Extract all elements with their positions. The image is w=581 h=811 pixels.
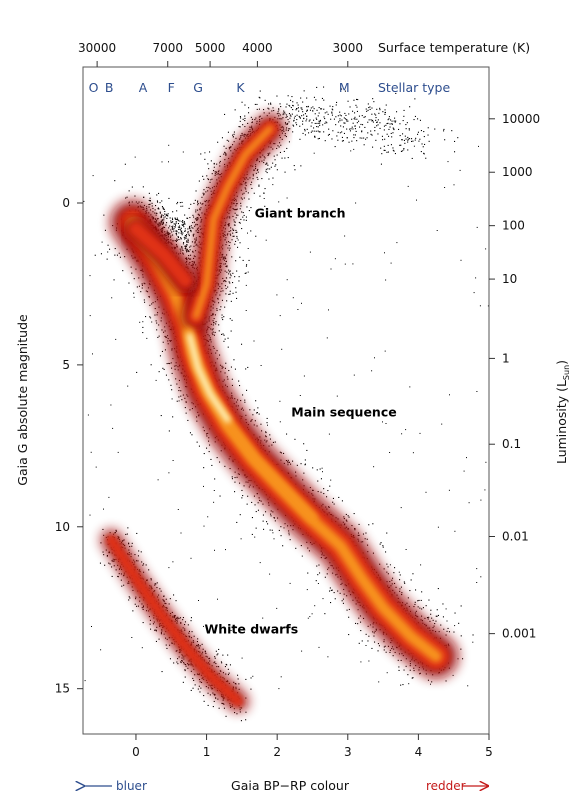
stellar-type-o: O <box>89 80 99 95</box>
y-tick-label: 15 <box>55 682 70 696</box>
x-tick-label: 2 <box>273 745 281 759</box>
luminosity-axis-title: Luminosity (LSun) <box>554 360 571 464</box>
luminosity-tick-label: 100 <box>502 219 525 233</box>
y-tick-label: 5 <box>62 358 70 372</box>
giant-branch-density <box>181 113 286 332</box>
red-clump-density <box>123 215 199 294</box>
stellar-type-k: K <box>236 80 245 95</box>
luminosity-tick-label: 0.01 <box>502 529 529 543</box>
luminosity-tick-label: 10 <box>502 272 517 286</box>
temperature-tick-label: 30000 <box>78 41 116 55</box>
bluer-label: bluer <box>116 779 147 793</box>
temperature-tick-label: 7000 <box>152 41 183 55</box>
luminosity-tick-label: 0.1 <box>502 437 521 451</box>
x-tick-label: 5 <box>485 745 493 759</box>
luminosity-tick-label: 10000 <box>502 112 540 126</box>
x-tick-label: 4 <box>415 745 423 759</box>
y-axis-ticks: 0 5 10 15 <box>55 196 83 696</box>
y-tick-label: 10 <box>55 520 70 534</box>
x-axis-title: Gaia BP−RP colour <box>231 778 350 793</box>
x-tick-label: 1 <box>203 745 211 759</box>
stellar-type-m: M <box>339 80 350 95</box>
stellar-type-f: F <box>168 80 175 95</box>
annotation-giant-branch: Giant branch <box>255 206 346 221</box>
y-tick-label: 0 <box>62 196 70 210</box>
luminosity-tick-label: 1000 <box>502 165 533 179</box>
plot-frame <box>82 66 490 735</box>
white-dwarf-density <box>101 529 249 712</box>
x-tick-label: 0 <box>132 745 140 759</box>
x-tick-label: 3 <box>344 745 352 759</box>
luminosity-tick-label: 1 <box>502 351 510 365</box>
temperature-axis-ticks: 30000 7000 5000 4000 3000 <box>78 41 363 67</box>
region-annotations: Giant branch Main sequence White dwarfs <box>204 206 396 637</box>
stellar-density-cloud <box>83 86 489 722</box>
top-axis-title: Surface temperature (K) <box>378 40 530 55</box>
redder-label: redder <box>426 779 466 793</box>
temperature-tick-label: 3000 <box>333 41 364 55</box>
main-sequence-core <box>186 332 231 423</box>
stellar-type-g: G <box>193 80 203 95</box>
luminosity-label-end: ) <box>554 360 569 365</box>
luminosity-axis-ticks: 10000 1000 100 10 1 0.1 0.01 0.001 <box>489 112 540 641</box>
annotation-white-dwarfs: White dwarfs <box>204 622 298 637</box>
temperature-tick-label: 5000 <box>195 41 226 55</box>
luminosity-label-sub: Sun <box>562 365 571 380</box>
x-axis-ticks: 0 1 2 3 4 5 <box>132 734 493 759</box>
y-axis-title: Gaia G absolute magnitude <box>15 314 30 486</box>
stellar-type-b: B <box>105 80 114 95</box>
stellar-type-a: A <box>139 80 148 95</box>
luminosity-tick-label: 0.001 <box>502 627 536 641</box>
temperature-tick-label: 4000 <box>242 41 273 55</box>
stellar-type-title: Stellar type <box>378 80 450 95</box>
luminosity-label-main: Luminosity (L <box>554 380 569 464</box>
annotation-main-sequence: Main sequence <box>291 405 396 420</box>
